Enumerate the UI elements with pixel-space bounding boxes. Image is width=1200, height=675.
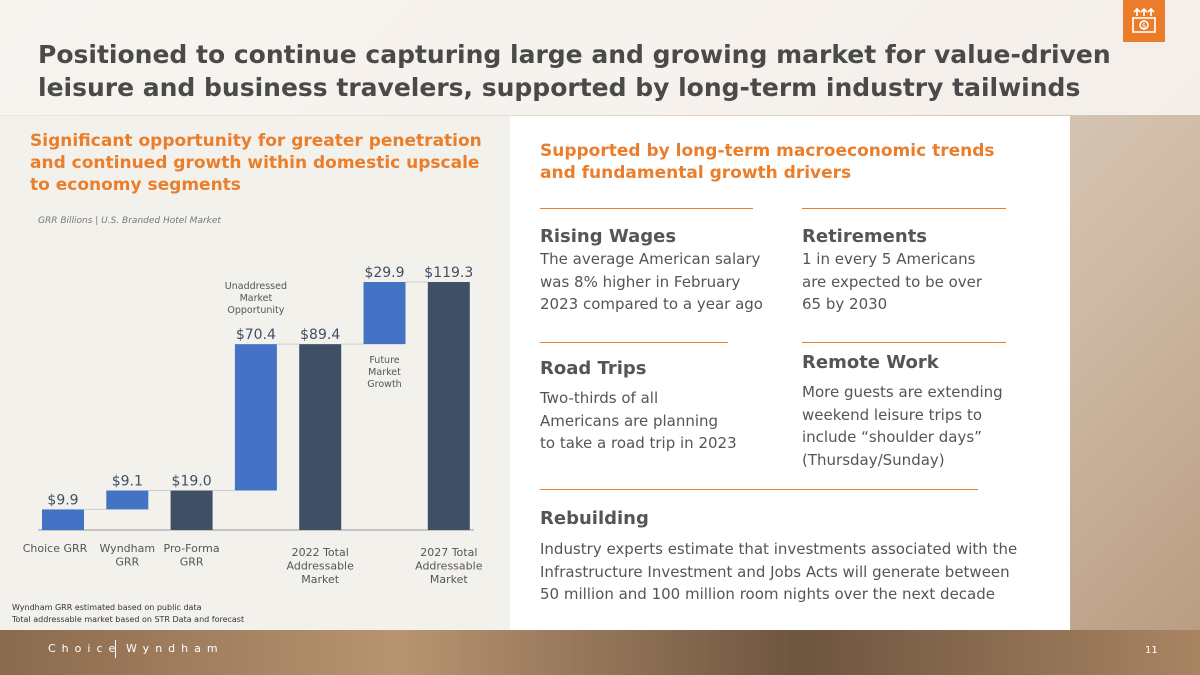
data-label: $19.0: [172, 474, 212, 490]
divider: [540, 489, 978, 490]
slide-title: Positioned to continue capturing large a…: [38, 40, 1111, 102]
annotation: Market: [240, 293, 273, 304]
annotation: Growth: [367, 379, 401, 390]
category-label: Market: [430, 573, 468, 586]
market-heading: Significant opportunity for greater pene…: [30, 131, 482, 195]
brand-separator: [115, 640, 116, 658]
item-text: More guests are extending weekend leisure…: [802, 383, 1003, 469]
item-title: Rebuilding: [540, 508, 649, 529]
item-text: 1 in every 5 Americans are expected to be…: [802, 250, 983, 313]
bar-0: [42, 509, 84, 530]
data-label: $89.4: [300, 327, 340, 343]
footnotes: Wyndham GRR estimated based on public da…: [12, 602, 244, 626]
category-label: Wyndham: [100, 542, 156, 555]
footnote: Wyndham GRR estimated based on public da…: [12, 603, 202, 612]
divider: [540, 208, 753, 209]
data-label: $9.9: [47, 492, 78, 508]
footer-photo-band: [0, 630, 1200, 675]
item-text: The average American salary was 8% higher…: [540, 250, 763, 313]
item-text: Industry experts estimate that investmen…: [540, 540, 1018, 603]
bar-1: [106, 490, 149, 510]
divider: [802, 208, 1006, 209]
header-background: [0, 0, 1200, 115]
annotation: Unaddressed: [225, 281, 287, 292]
divider: [540, 342, 728, 343]
category-label: Pro-Forma: [164, 542, 220, 555]
data-label: $29.9: [364, 265, 404, 281]
bar-2: [170, 490, 213, 530]
data-label: $9.1: [112, 474, 143, 490]
item-title: Road Trips: [540, 358, 647, 379]
category-label: Addressable: [415, 560, 483, 573]
category-label: Market: [301, 573, 339, 586]
market-panel: Significant opportunity for greater pene…: [0, 116, 510, 630]
data-label: $70.4: [236, 327, 276, 343]
category-label: 2022 Total: [292, 546, 349, 559]
bar-4: [299, 344, 342, 530]
annotation: Market: [368, 367, 401, 378]
category-label: 2027 Total: [420, 546, 477, 559]
item-title: Remote Work: [802, 352, 939, 373]
data-label: $119.3: [424, 265, 473, 281]
brand-choice: Choice: [48, 642, 122, 655]
svg-text:$: $: [1142, 22, 1146, 30]
brand-wyndham: Wyndham: [126, 642, 224, 655]
divider: [802, 342, 1006, 343]
item-text: Two-thirds of all Americans are planning t…: [540, 389, 737, 452]
bar-5: [363, 282, 406, 345]
category-label: Choice GRR: [23, 542, 88, 555]
footnote: Total addressable market based on STR Da…: [12, 615, 245, 624]
drivers-panel: Supported by long-term macroeconomic tre…: [510, 116, 1070, 630]
page-number: 11: [1145, 645, 1158, 656]
bar-6: [427, 282, 470, 530]
category-label: Addressable: [287, 560, 355, 573]
chart-subtitle: GRR Billions | U.S. Branded Hotel Market: [38, 216, 221, 226]
category-label: GRR: [180, 556, 204, 569]
annotation: Opportunity: [227, 305, 284, 316]
money-growth-icon: $: [1123, 0, 1165, 42]
annotation: Future: [369, 355, 399, 366]
bar-3: [234, 344, 277, 491]
drivers-heading: Supported by long-term macroeconomic tre…: [540, 141, 995, 183]
category-label: GRR: [115, 556, 139, 569]
item-title: Rising Wages: [540, 226, 677, 247]
item-title: Retirements: [802, 226, 928, 247]
